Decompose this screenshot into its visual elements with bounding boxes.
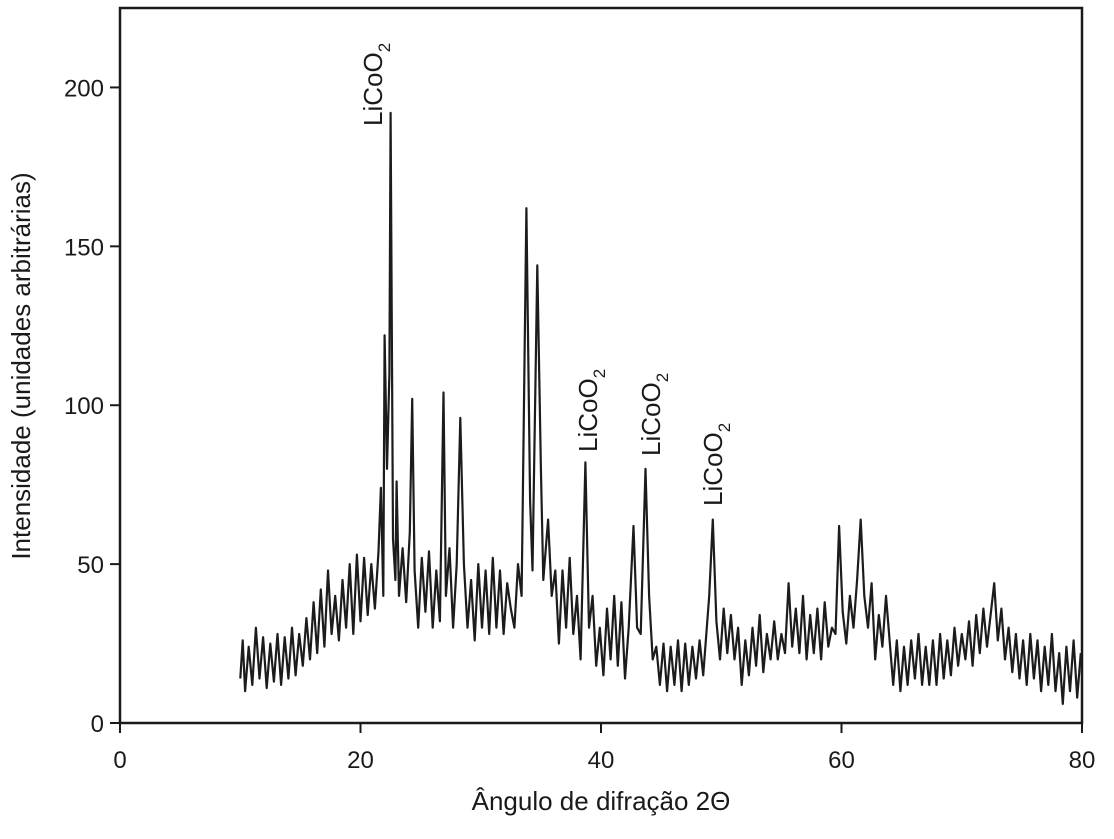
data-line — [239, 111, 1082, 705]
annotation-text: LiCoO — [358, 52, 388, 126]
annotation-text: LiCoO — [573, 378, 603, 452]
x-tick-label: 40 — [588, 747, 615, 774]
annotation-text: LiCoO — [698, 432, 728, 506]
y-tick-label: 100 — [64, 393, 104, 420]
y-tick-label: 150 — [64, 234, 104, 261]
annotation-subscript: 2 — [375, 43, 394, 52]
annotation: LiCoO2 — [358, 43, 394, 126]
y-tick-label: 0 — [91, 711, 104, 738]
plot-frame — [118, 6, 1084, 725]
x-tick-label: 20 — [347, 747, 374, 774]
annotation-subscript: 2 — [715, 423, 734, 432]
annotation-subscript: 2 — [653, 373, 672, 382]
annotation-subscript: 2 — [590, 369, 609, 378]
annotation-text: LiCoO — [636, 382, 666, 456]
y-tick-label: 50 — [77, 552, 104, 579]
annotation: LiCoO2 — [636, 373, 672, 456]
x-axis-label: Ângulo de difração 2Θ — [472, 786, 731, 816]
annotation: LiCoO2 — [573, 369, 609, 452]
x-tick-label: 60 — [828, 747, 855, 774]
x-tick-label: 80 — [1069, 747, 1096, 774]
y-tick-label: 200 — [64, 75, 104, 102]
x-tick-label: 0 — [113, 747, 126, 774]
y-axis-label: Intensidade (unidades arbitrárias) — [6, 172, 36, 559]
annotation: LiCoO2 — [698, 423, 734, 506]
